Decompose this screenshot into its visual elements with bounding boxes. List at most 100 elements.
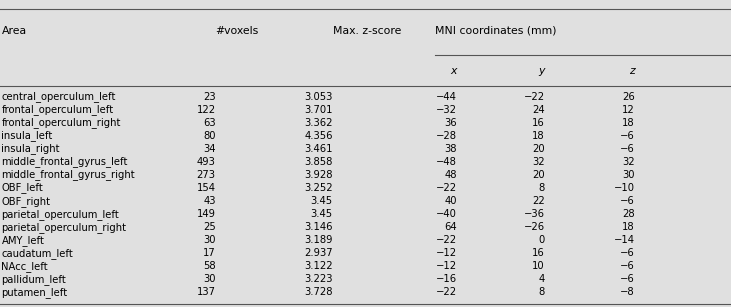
Text: OBF_right: OBF_right	[1, 196, 50, 207]
Text: 18: 18	[622, 222, 635, 232]
Text: −6: −6	[620, 248, 635, 258]
Text: 10: 10	[532, 261, 545, 271]
Text: −6: −6	[620, 144, 635, 154]
Text: 22: 22	[532, 196, 545, 206]
Text: AMY_left: AMY_left	[1, 235, 45, 246]
Text: −6: −6	[620, 261, 635, 271]
Text: OBF_left: OBF_left	[1, 183, 43, 193]
Text: 32: 32	[532, 157, 545, 167]
Text: 12: 12	[622, 105, 635, 115]
Text: 26: 26	[622, 92, 635, 102]
Text: Max. z-score: Max. z-score	[333, 26, 401, 36]
Text: 3.122: 3.122	[304, 261, 333, 271]
Text: 154: 154	[197, 183, 216, 193]
Text: 3.146: 3.146	[304, 222, 333, 232]
Text: z: z	[629, 66, 635, 76]
Text: 63: 63	[203, 118, 216, 128]
Text: 24: 24	[532, 105, 545, 115]
Text: −36: −36	[523, 209, 545, 219]
Text: 30: 30	[622, 170, 635, 180]
Text: 3.053: 3.053	[304, 92, 333, 102]
Text: −28: −28	[436, 131, 457, 141]
Text: 4.356: 4.356	[304, 131, 333, 141]
Text: 40: 40	[444, 196, 457, 206]
Text: 23: 23	[203, 92, 216, 102]
Text: y: y	[538, 66, 545, 76]
Text: 0: 0	[538, 235, 545, 245]
Text: 48: 48	[444, 170, 457, 180]
Text: x: x	[450, 66, 457, 76]
Text: −44: −44	[436, 92, 457, 102]
Text: −6: −6	[620, 196, 635, 206]
Text: −22: −22	[436, 287, 457, 297]
Text: 8: 8	[538, 287, 545, 297]
Text: 3.45: 3.45	[311, 209, 333, 219]
Text: NAcc_left: NAcc_left	[1, 261, 48, 272]
Text: insula_right: insula_right	[1, 143, 60, 154]
Text: 16: 16	[532, 118, 545, 128]
Text: middle_frontal_gyrus_left: middle_frontal_gyrus_left	[1, 157, 128, 167]
Text: parietal_operculum_right: parietal_operculum_right	[1, 222, 126, 233]
Text: frontal_operculum_right: frontal_operculum_right	[1, 117, 121, 128]
Text: 3.701: 3.701	[304, 105, 333, 115]
Text: 493: 493	[197, 157, 216, 167]
Text: 80: 80	[203, 131, 216, 141]
Text: −6: −6	[620, 274, 635, 284]
Text: 137: 137	[197, 287, 216, 297]
Text: MNI coordinates (mm): MNI coordinates (mm)	[435, 26, 556, 36]
Text: caudatum_left: caudatum_left	[1, 248, 73, 259]
Text: −48: −48	[436, 157, 457, 167]
Text: 17: 17	[203, 248, 216, 258]
Text: 3.45: 3.45	[311, 196, 333, 206]
Text: 122: 122	[197, 105, 216, 115]
Text: 3.728: 3.728	[304, 287, 333, 297]
Text: parietal_operculum_left: parietal_operculum_left	[1, 209, 119, 220]
Text: 3.252: 3.252	[304, 183, 333, 193]
Text: frontal_operculum_left: frontal_operculum_left	[1, 104, 113, 115]
Text: −40: −40	[436, 209, 457, 219]
Text: 30: 30	[203, 274, 216, 284]
Text: 32: 32	[622, 157, 635, 167]
Text: −6: −6	[620, 131, 635, 141]
Text: 38: 38	[444, 144, 457, 154]
Text: 2.937: 2.937	[304, 248, 333, 258]
Text: −14: −14	[613, 235, 635, 245]
Text: 64: 64	[444, 222, 457, 232]
Text: 273: 273	[197, 170, 216, 180]
Text: 20: 20	[532, 170, 545, 180]
Text: middle_frontal_gyrus_right: middle_frontal_gyrus_right	[1, 169, 135, 181]
Text: 36: 36	[444, 118, 457, 128]
Text: 3.928: 3.928	[304, 170, 333, 180]
Text: −16: −16	[436, 274, 457, 284]
Text: 3.223: 3.223	[304, 274, 333, 284]
Text: −22: −22	[436, 183, 457, 193]
Text: #voxels: #voxels	[216, 26, 259, 36]
Text: 149: 149	[197, 209, 216, 219]
Text: 16: 16	[532, 248, 545, 258]
Text: 20: 20	[532, 144, 545, 154]
Text: putamen_left: putamen_left	[1, 287, 67, 298]
Text: 25: 25	[203, 222, 216, 232]
Text: 8: 8	[538, 183, 545, 193]
Text: −12: −12	[436, 248, 457, 258]
Text: 18: 18	[622, 118, 635, 128]
Text: −8: −8	[620, 287, 635, 297]
Text: 3.461: 3.461	[304, 144, 333, 154]
Text: insula_left: insula_left	[1, 130, 53, 141]
Text: 43: 43	[203, 196, 216, 206]
Text: pallidum_left: pallidum_left	[1, 274, 67, 285]
Text: 4: 4	[538, 274, 545, 284]
Text: 34: 34	[203, 144, 216, 154]
Text: central_operculum_left: central_operculum_left	[1, 91, 115, 102]
Text: −22: −22	[436, 235, 457, 245]
Text: 3.189: 3.189	[304, 235, 333, 245]
Text: −22: −22	[523, 92, 545, 102]
Text: 28: 28	[622, 209, 635, 219]
Text: −10: −10	[613, 183, 635, 193]
Text: Area: Area	[1, 26, 26, 36]
Text: −12: −12	[436, 261, 457, 271]
Text: 3.858: 3.858	[304, 157, 333, 167]
Text: −26: −26	[523, 222, 545, 232]
Text: 30: 30	[203, 235, 216, 245]
Text: 58: 58	[203, 261, 216, 271]
